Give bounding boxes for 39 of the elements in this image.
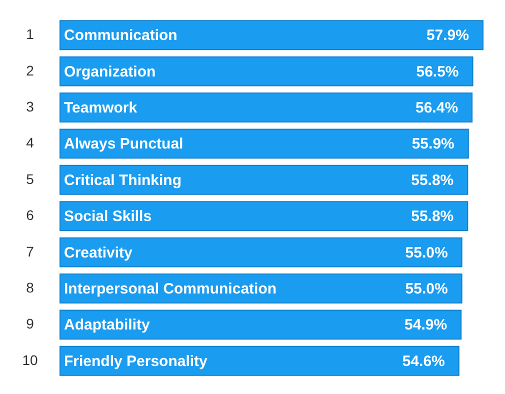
text: 9 — [26, 316, 34, 332]
text: 1 — [26, 26, 34, 42]
data-label: 55.9% — [412, 136, 454, 153]
y-tick-label: Communication — [64, 27, 178, 44]
y-tick-label: Social Skills — [64, 208, 152, 226]
text: 7 — [26, 243, 34, 260]
y-tick-label: Interpersonal Communication — [64, 280, 277, 298]
bar — [60, 128, 469, 159]
y-tick-label: Friendly Personality — [64, 352, 208, 370]
text: 10 — [22, 352, 38, 368]
text: 6 — [26, 207, 34, 224]
bar — [60, 201, 468, 232]
y-tick-label: Critical Thinking — [64, 172, 182, 189]
data-label: 55.0% — [405, 280, 448, 298]
data-label: 57.9% — [426, 27, 469, 44]
y-tick-label: Creativity — [64, 244, 134, 262]
data-label: 54.9% — [404, 316, 448, 334]
data-label: 54.6% — [402, 352, 445, 370]
data-label: 55.0% — [405, 244, 448, 262]
bar — [60, 20, 484, 50]
bar — [60, 92, 473, 122]
y-tick-label: Organization — [64, 63, 156, 80]
bar — [60, 346, 460, 376]
y-tick-label: Always Punctual — [64, 136, 184, 153]
text: 8 — [26, 280, 34, 296]
data-label: 55.8% — [411, 172, 454, 189]
bar — [60, 237, 462, 268]
data-label: 56.5% — [416, 63, 459, 80]
bar — [60, 56, 474, 86]
text: 5 — [26, 170, 34, 187]
bar — [60, 310, 462, 340]
text: 2 — [26, 62, 34, 78]
text: 4 — [26, 134, 34, 151]
bar — [60, 164, 468, 195]
data-label: 56.4% — [415, 100, 458, 116]
data-label: 55.8% — [411, 208, 454, 226]
y-tick-label: Adaptability — [64, 316, 150, 334]
text: 3 — [26, 98, 34, 114]
y-tick-label: Teamwork — [64, 100, 138, 116]
